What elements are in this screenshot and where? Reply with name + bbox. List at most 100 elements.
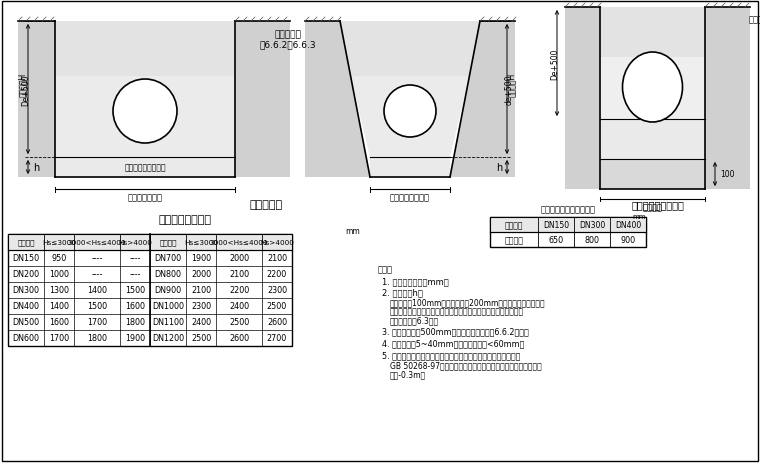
Text: 950: 950 [52, 254, 67, 263]
Polygon shape [340, 22, 480, 77]
Polygon shape [18, 22, 55, 178]
Text: 1700: 1700 [49, 334, 69, 343]
Text: 2500: 2500 [191, 334, 211, 343]
Text: 3000<Hs≤4000: 3000<Hs≤4000 [68, 239, 126, 245]
Text: DN1100: DN1100 [152, 318, 184, 327]
Text: 1400: 1400 [87, 286, 107, 295]
Text: 1500: 1500 [87, 302, 107, 311]
Text: 2. 基础厚度h：: 2. 基础厚度h： [382, 288, 423, 296]
Text: De+500: De+500 [21, 74, 30, 106]
Text: 一般土质：100mm；软差土质：200mm。软土地基：当地基承: 一般土质：100mm；软差土质：200mm。软土地基：当地基承 [390, 297, 546, 307]
Text: 1900: 1900 [191, 254, 211, 263]
Text: h: h [33, 163, 39, 173]
Text: Hs≤3000: Hs≤3000 [42, 239, 76, 245]
Text: DN800: DN800 [154, 270, 182, 279]
Text: 管道规格: 管道规格 [505, 220, 523, 230]
Text: DN150: DN150 [12, 254, 40, 263]
Text: DN600: DN600 [12, 334, 40, 343]
Text: 回填土要求: 回填土要求 [274, 31, 301, 39]
Text: 雨水口连接管基础图: 雨水口连接管基础图 [631, 200, 684, 210]
Text: 1700: 1700 [87, 318, 107, 327]
Polygon shape [55, 77, 235, 158]
Text: DN300: DN300 [12, 286, 40, 295]
Text: 100: 100 [720, 170, 734, 179]
Text: DN400: DN400 [615, 220, 641, 230]
Text: 4. 碎石粒径为5~40mm砾石砂最大粒径<60mm。: 4. 碎石粒径为5~40mm砾石砂最大粒径<60mm。 [382, 338, 524, 347]
Text: 2600: 2600 [267, 318, 287, 327]
Text: 2500: 2500 [229, 318, 249, 327]
Text: 宽度-0.3m。: 宽度-0.3m。 [390, 369, 426, 378]
Text: 1300: 1300 [49, 286, 69, 295]
Text: 900: 900 [620, 236, 635, 244]
Text: DN1200: DN1200 [152, 334, 184, 343]
Text: mm: mm [345, 227, 360, 236]
Text: 5. 放坡开挖沟槽宽度应按《给水排水管道工程施工及验收规范》: 5. 放坡开挖沟槽宽度应按《给水排水管道工程施工及验收规范》 [382, 350, 521, 359]
Polygon shape [350, 77, 470, 158]
Text: 雨水口连接管沟槽宽度表: 雨水口连接管沟槽宽度表 [540, 205, 596, 214]
Text: 2400: 2400 [229, 302, 249, 311]
Text: DN900: DN900 [154, 286, 182, 295]
Circle shape [384, 86, 436, 138]
Text: DN400: DN400 [12, 302, 40, 311]
Text: 3000<Hs≤4000: 3000<Hs≤4000 [210, 239, 268, 245]
Text: mm: mm [632, 213, 646, 219]
Bar [600, 8, 705, 58]
Bar [55, 158, 235, 178]
Polygon shape [235, 22, 290, 178]
Text: Hs>4000: Hs>4000 [118, 239, 152, 245]
Text: h: h [496, 163, 502, 173]
Text: 3. 沟槽管顶以上500mm回填，应符合总说明6.6.2规定。: 3. 沟槽管顶以上500mm回填，应符合总说明6.6.2规定。 [382, 326, 529, 335]
Text: 2300: 2300 [267, 286, 287, 295]
Text: 1800: 1800 [87, 334, 107, 343]
Bar [600, 160, 705, 189]
Text: 2100: 2100 [267, 254, 287, 263]
Text: de+500: de+500 [505, 75, 514, 105]
Text: 1000: 1000 [49, 270, 69, 279]
Text: 1. 本图尺寸单位：mm。: 1. 本图尺寸单位：mm。 [382, 276, 448, 285]
Bar [565, 8, 600, 189]
Text: 2200: 2200 [229, 286, 249, 295]
Text: 中粗砂: 中粗砂 [749, 15, 760, 25]
Text: DN700: DN700 [154, 254, 182, 263]
Text: 载力小于设计要求时，原对地基先行加固处理再铺设砂砾基础层。: 载力小于设计要求时，原对地基先行加固处理再铺设砂砾基础层。 [390, 307, 524, 315]
Text: 1800: 1800 [125, 318, 145, 327]
Text: 1600: 1600 [125, 302, 145, 311]
Text: 1900: 1900 [125, 334, 145, 343]
Text: 见6.6.2、6.6.3: 见6.6.2、6.6.3 [259, 40, 316, 50]
Text: 2500: 2500 [267, 302, 287, 311]
Bar [600, 58, 705, 120]
Text: 1500: 1500 [125, 286, 145, 295]
Text: DN500: DN500 [12, 318, 40, 327]
Text: ----: ---- [129, 254, 141, 263]
Circle shape [113, 80, 177, 144]
Text: 有支撑沟槽宽度: 有支撑沟槽宽度 [128, 193, 163, 202]
Text: 公称直径: 公称直径 [160, 239, 177, 246]
Text: 650: 650 [549, 236, 564, 244]
Polygon shape [305, 22, 370, 178]
Polygon shape [450, 22, 515, 178]
Ellipse shape [622, 53, 682, 123]
Text: ----: ---- [91, 254, 103, 263]
Text: 2600: 2600 [229, 334, 249, 343]
Text: 沟槽深度H: 沟槽深度H [17, 73, 27, 97]
Text: 碎石（砾石砂）垫层: 碎石（砾石砂）垫层 [124, 163, 166, 172]
Text: 2000: 2000 [191, 270, 211, 279]
Text: 沟槽深度H: 沟槽深度H [506, 73, 515, 97]
Text: 2000: 2000 [229, 254, 249, 263]
Bar [600, 120, 705, 160]
Text: 说明：: 说明： [378, 264, 393, 274]
Text: GB 50268-97的有关规定执行。放坡开挖沟槽底宽为有支撑沟槽: GB 50268-97的有关规定执行。放坡开挖沟槽底宽为有支撑沟槽 [390, 360, 542, 369]
Text: 2100: 2100 [229, 270, 249, 279]
Text: 公称直径: 公称直径 [17, 239, 35, 246]
Text: 管道基础图: 管道基础图 [250, 200, 283, 210]
Bar [490, 218, 646, 232]
Bar [8, 234, 292, 346]
Text: 2400: 2400 [191, 318, 211, 327]
Text: 2200: 2200 [267, 270, 287, 279]
Text: 800: 800 [584, 236, 600, 244]
Text: 2700: 2700 [267, 334, 287, 343]
Text: 沟槽宽度: 沟槽宽度 [505, 236, 524, 244]
Text: 1600: 1600 [49, 318, 69, 327]
Polygon shape [55, 22, 235, 77]
Text: 放坡开挖沟槽宽度: 放坡开挖沟槽宽度 [390, 193, 430, 202]
